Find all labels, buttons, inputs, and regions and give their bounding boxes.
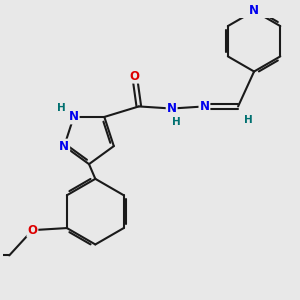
Text: O: O [27,224,38,237]
Text: H: H [172,117,181,127]
Text: N: N [59,140,69,153]
Text: H: H [244,115,253,125]
Text: O: O [130,70,140,83]
Text: H: H [57,103,65,113]
Text: N: N [249,4,259,17]
Text: N: N [167,102,177,115]
Text: N: N [69,110,79,123]
Text: N: N [200,100,209,113]
